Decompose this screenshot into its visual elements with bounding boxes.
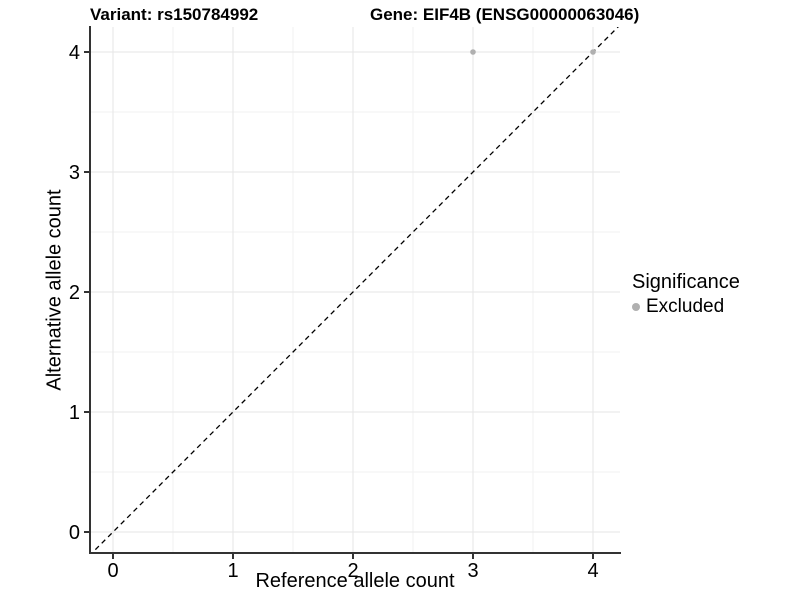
plot-title-variant: Variant: rs150784992 bbox=[90, 5, 259, 24]
legend-item-label: Excluded bbox=[646, 296, 725, 317]
plot-title-gene: Gene: EIF4B (ENSG00000063046) bbox=[370, 5, 640, 24]
legend-title: Significance bbox=[632, 271, 740, 293]
y-tick-label: 3 bbox=[69, 162, 80, 184]
identity-dashed-line bbox=[91, 27, 619, 553]
x-tick-label: 4 bbox=[587, 560, 598, 582]
data-point bbox=[590, 49, 596, 55]
x-tick-label: 3 bbox=[467, 560, 478, 582]
y-tick-label: 2 bbox=[69, 282, 80, 304]
legend: Significance Excluded bbox=[632, 271, 740, 318]
y-tick-label: 1 bbox=[69, 402, 80, 424]
x-tick-label: 0 bbox=[107, 560, 118, 582]
legend-item-excluded: Excluded bbox=[632, 296, 740, 318]
x-tick-label: 2 bbox=[347, 560, 358, 582]
y-axis-title: Alternative allele count bbox=[43, 189, 66, 391]
y-tick-label: 4 bbox=[69, 42, 80, 64]
x-axis-title: Reference allele count bbox=[255, 570, 455, 592]
y-tick-label: 0 bbox=[69, 522, 80, 544]
data-point bbox=[470, 49, 476, 55]
excluded-point-marker-icon bbox=[632, 303, 640, 311]
x-tick-label: 1 bbox=[227, 560, 238, 582]
